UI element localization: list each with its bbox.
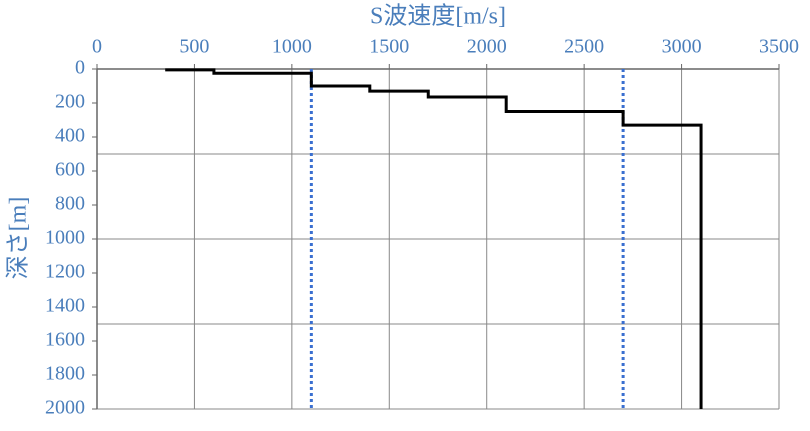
- x-tick-label: 2000: [467, 36, 507, 58]
- x-tick-label: 1500: [369, 36, 409, 58]
- y-tick-label: 1200: [45, 261, 85, 283]
- y-axis-title: 深さ[m]: [5, 197, 32, 280]
- x-tick-label: 3500: [759, 36, 799, 58]
- x-tick-label: 2500: [564, 36, 604, 58]
- y-tick-label: 800: [55, 193, 85, 215]
- y-tick-label: 200: [55, 91, 85, 113]
- y-tick-label: 1600: [45, 329, 85, 351]
- y-tick-label: 600: [55, 159, 85, 181]
- x-tick-label: 1000: [272, 36, 312, 58]
- y-tick-label: 0: [75, 57, 85, 79]
- y-tick-label: 1400: [45, 295, 85, 317]
- y-tick-label: 1800: [45, 363, 85, 385]
- profile-line: [165, 68, 703, 409]
- x-tick-label: 500: [179, 36, 209, 58]
- x-axis-title: S波速度[m/s]: [370, 3, 506, 30]
- y-tick-label: 1000: [45, 227, 85, 249]
- x-tick-label: 3000: [662, 36, 702, 58]
- y-tick-label: 2000: [45, 397, 85, 419]
- x-tick-label: 0: [92, 36, 102, 58]
- y-tick-label: 400: [55, 125, 85, 147]
